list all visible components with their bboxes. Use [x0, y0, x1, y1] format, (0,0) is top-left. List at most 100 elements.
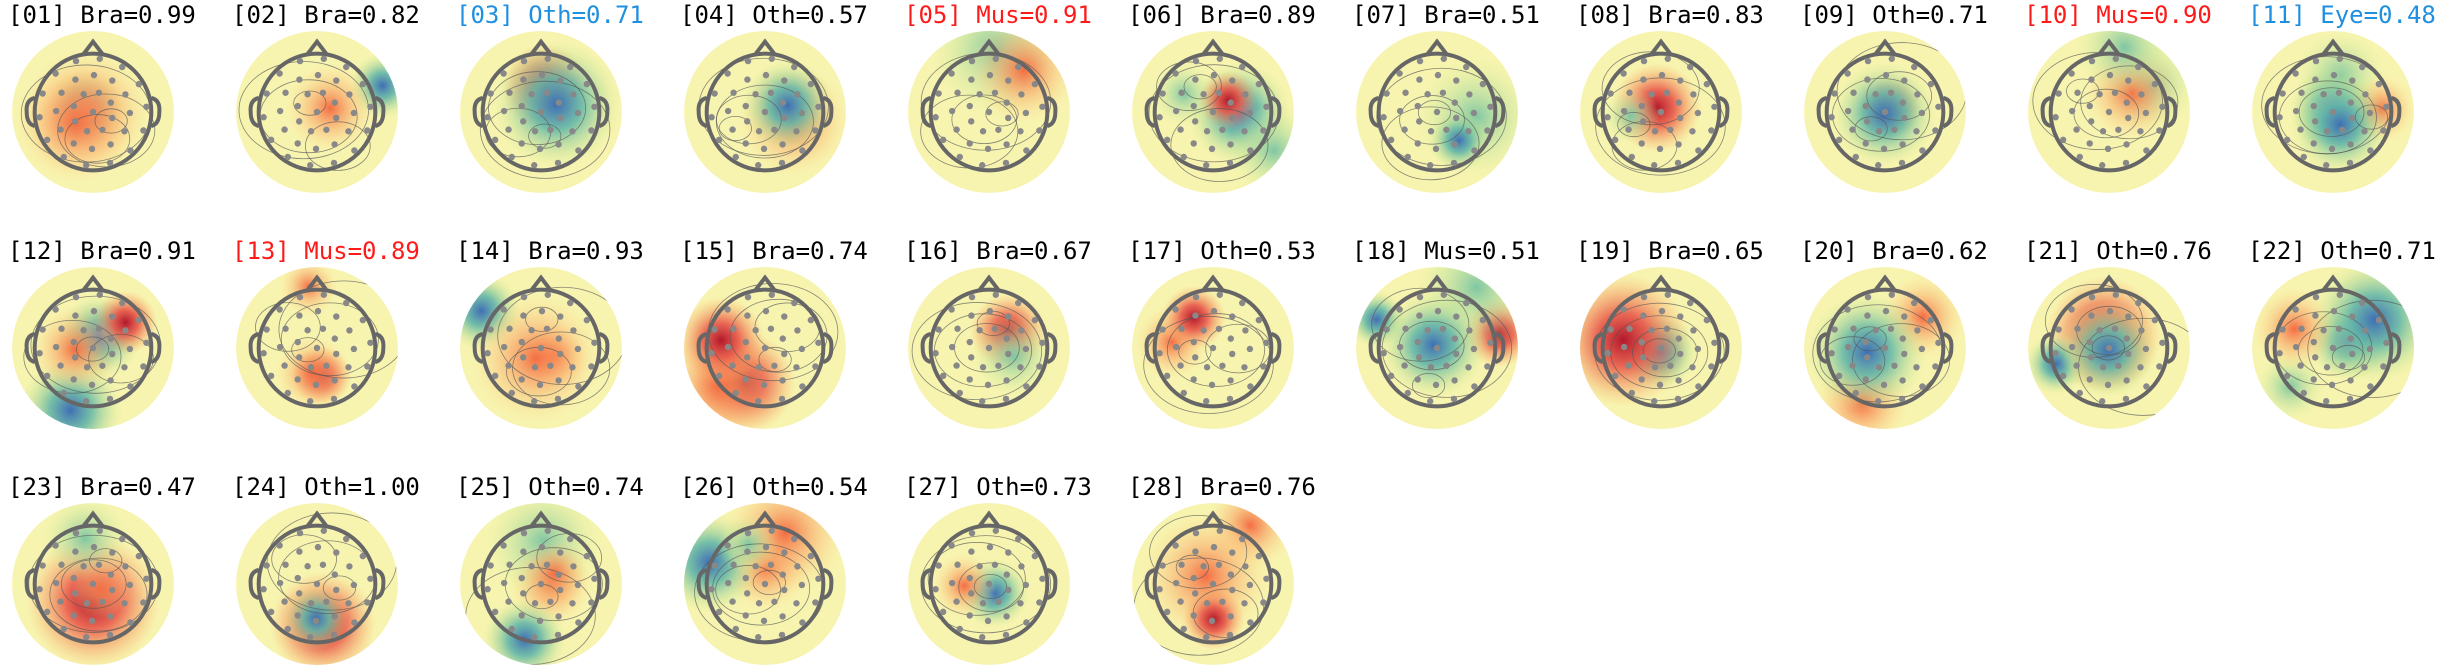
electrode [799, 383, 806, 390]
electrode [1192, 312, 1199, 319]
contour-line [911, 302, 1043, 401]
electrode [2086, 338, 2093, 346]
panel-label: [07] Bra=0.51 [1352, 1, 1540, 29]
electrode [39, 326, 46, 333]
ear [2264, 332, 2276, 364]
electrode [307, 162, 314, 169]
electrode [1414, 102, 1421, 110]
electrode [143, 103, 150, 110]
electrode [966, 612, 973, 619]
electrode [1640, 293, 1648, 301]
nose [977, 274, 1001, 292]
electrode [730, 89, 737, 96]
electrode [307, 128, 315, 135]
electrode [1427, 398, 1434, 405]
electrode [1172, 343, 1180, 351]
electrode [1463, 63, 1470, 71]
electrode [260, 586, 267, 593]
electrode [1471, 147, 1478, 154]
electrode [583, 316, 591, 324]
electrode [1260, 363, 1267, 370]
electrode [345, 128, 352, 135]
electrode [1416, 354, 1423, 361]
electrode [2151, 80, 2159, 88]
electrode [1901, 77, 1908, 84]
contour-line [1601, 51, 1700, 126]
electrode [966, 574, 973, 582]
electrode [333, 114, 340, 122]
electrode [2292, 107, 2300, 115]
electrode [2383, 339, 2390, 346]
electrode [1439, 325, 1447, 332]
electrode [991, 561, 999, 568]
electrode [70, 338, 77, 346]
electrode [575, 383, 582, 390]
electrode [1023, 619, 1030, 626]
electrode [1017, 600, 1024, 607]
electrode [109, 549, 116, 556]
electrode [724, 343, 732, 351]
electrode [570, 91, 577, 98]
electrode [1453, 350, 1460, 358]
topomap-panel: [04] Oth=0.57 [680, 1, 868, 193]
electrode [1192, 548, 1199, 555]
electrode [43, 136, 51, 144]
electrode [1003, 377, 1010, 384]
electrode [367, 575, 374, 582]
ear [822, 332, 834, 364]
electrode [1913, 128, 1920, 135]
electrode [1844, 306, 1851, 313]
electrode [2323, 398, 2330, 405]
electrode [1255, 552, 1263, 560]
electrode [364, 363, 371, 370]
electrode [771, 126, 778, 133]
electrode [333, 549, 340, 556]
contour-line [479, 80, 611, 179]
electrode [2366, 109, 2374, 117]
electrode [312, 145, 320, 153]
electrode [729, 362, 736, 369]
electrode [2300, 389, 2307, 397]
electrode [89, 580, 97, 588]
panel-label: [11] Eye=0.48 [2248, 1, 2436, 29]
electrode [2359, 299, 2366, 307]
electrode [968, 312, 975, 319]
contour-line [2354, 104, 2389, 130]
panel-label: [27] Oth=0.73 [904, 473, 1092, 501]
electrode [2298, 325, 2305, 332]
electrode [2068, 70, 2075, 77]
ear [1046, 332, 1058, 364]
electrode [991, 89, 999, 96]
contour-line [60, 559, 127, 609]
electrode [487, 326, 494, 333]
head-outline [928, 51, 1050, 173]
panel-label: [13] Mus=0.89 [232, 237, 420, 265]
electrode [1471, 383, 1478, 390]
electrode [781, 114, 788, 122]
electrode [500, 343, 508, 351]
electrode [1875, 162, 1882, 169]
electrode [1898, 395, 1906, 403]
head-outline [256, 287, 378, 409]
electrode [294, 102, 301, 110]
electrode [1677, 77, 1684, 84]
electrode [2328, 145, 2336, 153]
electrode [296, 548, 303, 555]
topomap-panel: [01] Bra=0.99 [8, 1, 196, 193]
electrode [544, 291, 551, 298]
electrode [2068, 343, 2076, 351]
electrode [1674, 159, 1682, 167]
electrode [1017, 128, 1024, 135]
electrode [1487, 339, 1494, 346]
electrode [2362, 91, 2369, 98]
electrode [1022, 581, 1030, 589]
topomap-panel: [05] Mus=0.91 [904, 1, 1092, 193]
topomap-panel: [20] Bra=0.62 [1800, 237, 1988, 429]
electrode [1180, 153, 1187, 161]
electrode [752, 563, 759, 570]
electrode [1625, 126, 1632, 133]
electrode [57, 362, 64, 369]
contour-line [238, 61, 369, 160]
electrode [1172, 306, 1179, 313]
electrode [319, 325, 327, 332]
